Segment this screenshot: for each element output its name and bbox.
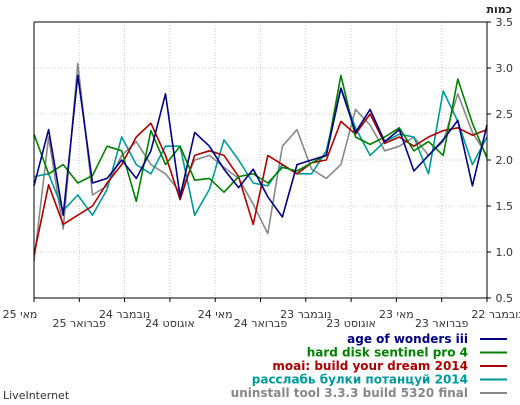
series-line: [33, 74, 488, 203]
y-axis-label: כמות: [487, 3, 512, 16]
x-tick-label: נובמבר 24: [99, 308, 150, 321]
x-tick-label: נובמבר 22: [471, 308, 520, 321]
y-tick-label: 1.5: [496, 200, 514, 213]
axes: [33, 21, 491, 299]
x-tick-label: פברואר 24: [234, 317, 288, 330]
x-tick-label: נובמבר 23: [280, 308, 331, 321]
brand-footer: LiveInternet: [3, 389, 70, 402]
y-tick-label: 3.0: [496, 62, 514, 75]
legend-label: расслабь булки потанцуй 2014: [252, 373, 468, 387]
series-line: [33, 74, 488, 218]
y-tick-label: 3.5: [496, 16, 514, 29]
x-tick-label: פברואר 23: [415, 317, 469, 330]
y-tick-label: 0.5: [496, 292, 514, 305]
x-tick-label: מאי 25: [3, 308, 38, 321]
legend-label: age of wonders iii: [347, 332, 468, 346]
y-tick-label: 1.0: [496, 246, 514, 259]
y-tick-labels: 3.5 3.0 2.5 2.0 1.5 1.0 0.5: [496, 16, 514, 305]
series-line: [33, 113, 488, 255]
legend-label: uninstall tool 3.3.3 build 5320 final: [231, 386, 468, 400]
x-tick-label: פברואר 25: [53, 317, 107, 330]
legend-label: moai: build your dream 2014: [272, 359, 468, 373]
x-tick-label: מאי 23: [379, 308, 414, 321]
x-tick-label: אוגוסט 23: [326, 317, 376, 330]
x-tick-label: מאי 24: [198, 308, 233, 321]
series-group: [33, 62, 488, 262]
y-tick-label: 2.0: [496, 154, 514, 167]
x-tick-label: אוגוסט 24: [145, 317, 195, 330]
legend-label: hard disk sentinel pro 4: [307, 346, 468, 360]
y-tick-label: 2.5: [496, 108, 514, 121]
